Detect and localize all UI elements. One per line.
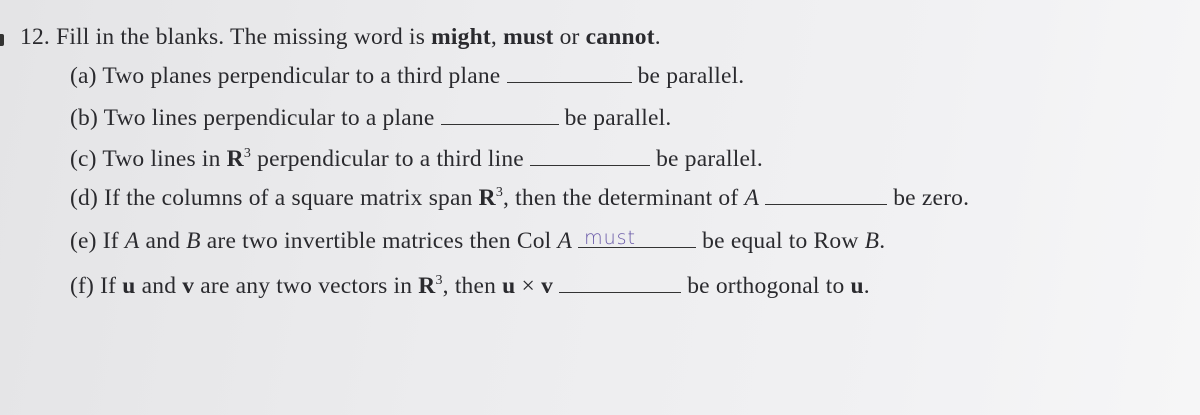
option: must	[503, 24, 554, 50]
blank	[440, 104, 559, 125]
instruction: Fill in the blanks. The missing word is	[56, 24, 426, 50]
item-label: (f)	[70, 273, 95, 299]
item-text: If	[100, 273, 117, 299]
item-text: be parallel.	[564, 105, 672, 131]
blank: must	[578, 227, 697, 249]
math: u	[502, 273, 516, 299]
item-text: perpendicular to a third line	[257, 146, 524, 172]
item-text: are any two vectors in	[200, 273, 413, 299]
blank	[765, 184, 888, 205]
item-text: be orthogonal to	[687, 273, 845, 299]
item-text: be equal to Row	[702, 228, 859, 254]
math: u	[122, 273, 136, 299]
math: B	[864, 228, 880, 254]
item-text: .	[863, 273, 870, 299]
instruction: .	[654, 24, 661, 50]
math: R	[478, 185, 496, 211]
item: (d) If the columns of a square matrix sp…	[70, 184, 969, 212]
item-text: , then the determinant of	[503, 185, 739, 211]
math: R	[418, 273, 436, 299]
math: 3	[243, 146, 252, 161]
math: 3	[495, 185, 504, 200]
bullet	[0, 34, 4, 46]
instruction: ,	[490, 24, 497, 50]
math: R	[226, 146, 244, 172]
item-label: (d)	[70, 185, 99, 211]
item: (c) Two lines in R3 perpendicular to a t…	[70, 145, 763, 173]
item-label: (e)	[70, 228, 97, 254]
item-label: (c)	[70, 146, 97, 172]
item-text: , then	[442, 273, 497, 299]
math: B	[186, 228, 201, 254]
item: (e) If A and B are two invertible matric…	[70, 227, 885, 255]
option: might	[431, 24, 491, 50]
handwritten-answer: must	[584, 227, 636, 249]
item-text: and	[145, 228, 181, 254]
math: u	[850, 273, 864, 299]
item-text: .	[879, 228, 886, 254]
item-text: be parallel.	[656, 146, 763, 172]
question-header: 12. Fill in the blanks. The missing word…	[20, 24, 661, 51]
item: (a) Two planes perpendicular to a third …	[70, 62, 744, 90]
item-text: If	[102, 228, 119, 254]
item-text: Two lines in	[102, 146, 221, 172]
item-text: are two invertible matrices then Col	[206, 228, 552, 254]
question-number: 12.	[20, 24, 50, 50]
item-text: Two planes perpendicular to a third plan…	[102, 63, 501, 89]
option: cannot	[585, 24, 655, 50]
item-label: (b)	[70, 105, 99, 131]
math: v	[182, 273, 195, 299]
math: 3	[435, 273, 443, 288]
blank	[530, 145, 651, 166]
math: A	[557, 228, 573, 254]
item: (f) If u and v are any two vectors in R3…	[70, 272, 870, 300]
item-text: Two lines perpendicular to a plane	[103, 105, 435, 131]
item-text: If the columns of a square matrix span	[104, 185, 473, 211]
blank	[506, 62, 632, 83]
item-text: be parallel.	[637, 63, 745, 89]
item-text: be zero.	[893, 185, 970, 211]
math: v	[541, 273, 554, 299]
math: A	[124, 228, 140, 254]
item-text: and	[141, 273, 177, 299]
instruction: or	[559, 24, 580, 50]
math: A	[744, 185, 760, 211]
math: ×	[521, 273, 535, 299]
item-label: (a)	[70, 63, 97, 89]
blank	[559, 272, 682, 293]
item: (b) Two lines perpendicular to a plane b…	[70, 104, 671, 132]
